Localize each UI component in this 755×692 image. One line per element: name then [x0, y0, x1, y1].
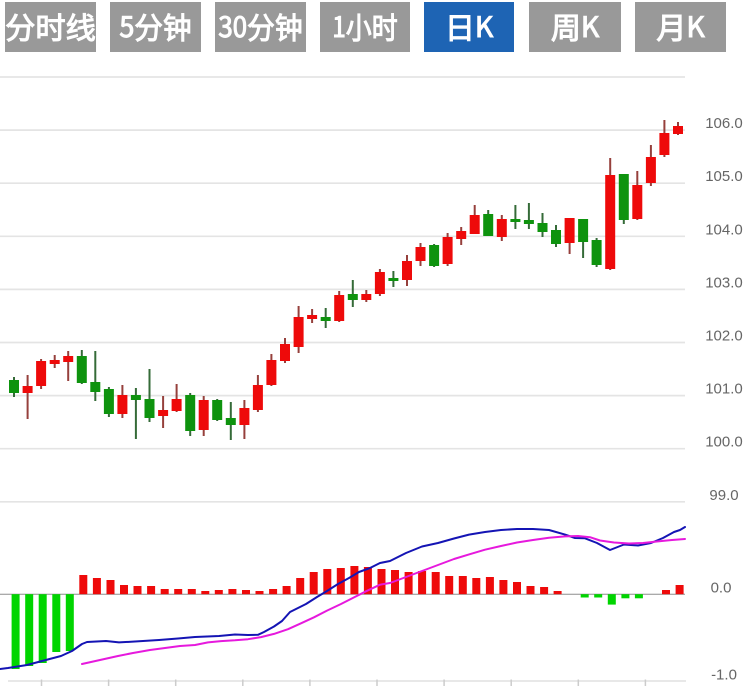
svg-text:105.0: 105.0: [705, 168, 743, 185]
svg-text:100.0: 100.0: [705, 434, 743, 451]
svg-text:101.0: 101.0: [705, 381, 743, 398]
svg-text:106.0: 106.0: [705, 115, 743, 132]
svg-text:99.0: 99.0: [709, 487, 738, 504]
svg-text:103.0: 103.0: [705, 274, 743, 291]
svg-text:102.0: 102.0: [705, 328, 743, 345]
svg-text:0.0: 0.0: [711, 580, 732, 597]
svg-text:104.0: 104.0: [705, 221, 743, 238]
svg-text:-1.0: -1.0: [711, 667, 737, 684]
